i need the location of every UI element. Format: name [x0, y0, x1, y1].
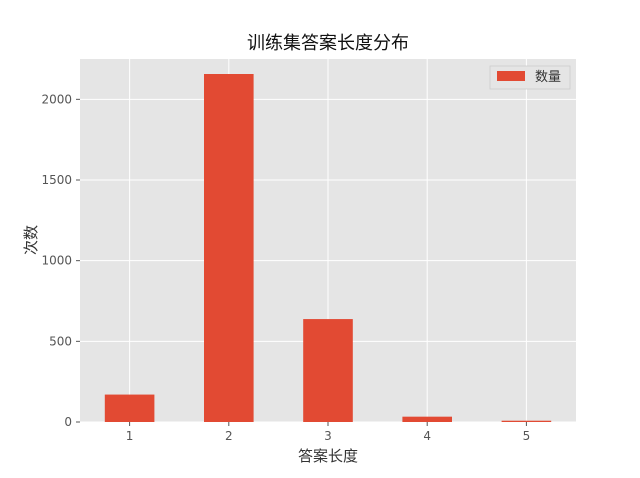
bar-5 — [501, 420, 552, 422]
y-axis-label: 次数 — [22, 225, 40, 255]
x-tick-label: 1 — [126, 429, 134, 443]
x-axis-label: 答案长度 — [298, 447, 358, 465]
legend: 数量 — [489, 65, 571, 90]
bar-1 — [104, 394, 155, 422]
y-tick-label: 500 — [49, 334, 72, 348]
legend-label: 数量 — [535, 70, 561, 85]
y-tick-label: 0 — [64, 415, 72, 429]
x-axis-ticks: 1 2 3 4 5 — [126, 422, 530, 443]
y-tick-label: 1000 — [41, 254, 72, 268]
x-tick-label: 3 — [324, 429, 332, 443]
x-tick-label: 2 — [225, 429, 233, 443]
bar-3 — [303, 319, 353, 422]
y-axis-ticks: 0 500 1000 1500 2000 — [41, 92, 80, 429]
chart-title: 训练集答案长度分布 — [247, 33, 409, 54]
legend-swatch — [497, 71, 525, 81]
bar-2 — [204, 74, 254, 422]
y-tick-label: 1500 — [41, 173, 72, 187]
bar-4 — [402, 416, 452, 422]
bars — [104, 74, 552, 422]
x-tick-label: 4 — [423, 429, 431, 443]
y-tick-label: 2000 — [41, 92, 72, 106]
x-tick-label: 5 — [523, 429, 531, 443]
